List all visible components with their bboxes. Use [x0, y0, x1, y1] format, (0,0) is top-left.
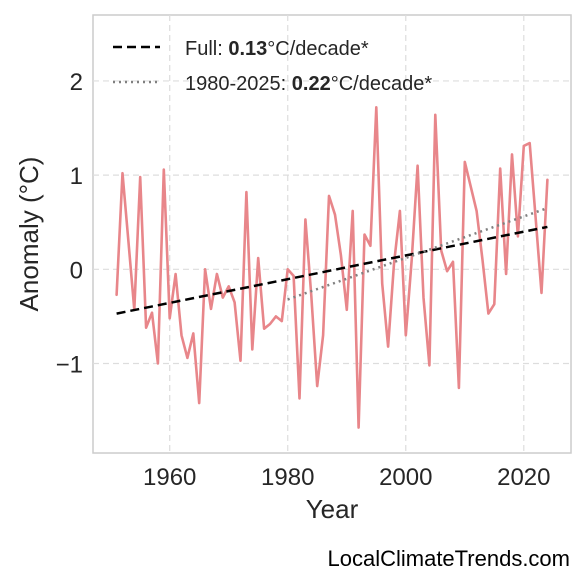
legend-full-prefix: Full:	[185, 38, 228, 60]
y-tick-labels: −1 0 1 2	[56, 69, 83, 379]
grid	[93, 15, 571, 453]
series-line-anomaly	[115, 106, 549, 429]
legend-label-full: Full: 0.13°C/decade*	[185, 38, 369, 60]
y-tick-label: 1	[70, 163, 83, 190]
x-tick-label: 2020	[497, 464, 550, 491]
y-tick-label: 2	[70, 69, 83, 96]
legend-full-value: 0.13	[228, 38, 267, 60]
trend-line-full	[116, 225, 548, 315]
legend-recent-suffix: °C/decade*	[331, 73, 433, 95]
y-axis-title: Anomaly (°C)	[14, 157, 44, 312]
x-axis-title: Year	[306, 494, 359, 524]
x-tick-label: 1960	[143, 464, 196, 491]
trend-layer	[116, 206, 548, 315]
y-tick-label: −1	[56, 352, 83, 379]
y-tick-label: 0	[70, 257, 83, 284]
legend-recent-prefix: 1980-2025:	[185, 73, 292, 95]
x-tick-labels: 1960 1980 2000 2020	[143, 464, 550, 491]
legend-recent-value: 0.22	[292, 73, 331, 95]
legend: Full: 0.13°C/decade* 1980-2025: 0.22°C/d…	[113, 38, 432, 95]
x-tick-label: 1980	[261, 464, 314, 491]
x-tick-label: 2000	[379, 464, 432, 491]
watermark-text: LocalClimateTrends.com	[327, 546, 571, 571]
legend-label-recent: 1980-2025: 0.22°C/decade*	[185, 73, 432, 95]
plot-background	[92, 14, 572, 454]
series-layer	[115, 106, 549, 429]
trend-line-recent	[287, 206, 548, 301]
legend-full-suffix: °C/decade*	[267, 38, 369, 60]
